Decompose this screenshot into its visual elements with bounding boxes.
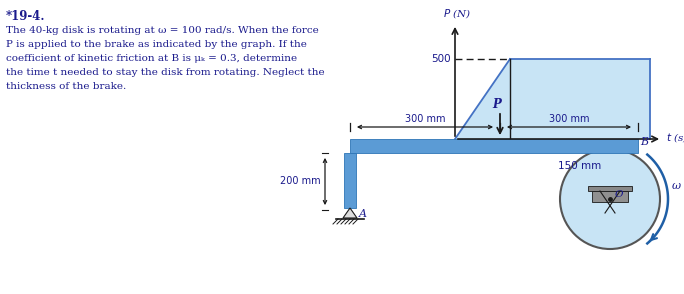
Circle shape — [560, 149, 660, 249]
Text: 300 mm: 300 mm — [405, 114, 445, 124]
Text: 500: 500 — [432, 54, 451, 64]
Text: P is applied to the brake as indicated by the graph. If the: P is applied to the brake as indicated b… — [6, 40, 307, 49]
Text: *19-4.: *19-4. — [6, 10, 46, 23]
Text: thickness of the brake.: thickness of the brake. — [6, 82, 127, 91]
Polygon shape — [588, 186, 632, 191]
Text: 2: 2 — [507, 143, 513, 153]
Text: ω: ω — [672, 181, 681, 191]
Text: The 40-kg disk is rotating at ω = 100 rad/s. When the force: The 40-kg disk is rotating at ω = 100 ra… — [6, 26, 319, 35]
Polygon shape — [344, 153, 356, 208]
Text: coefficient of kinetic friction at B is μₖ = 0.3, determine: coefficient of kinetic friction at B is … — [6, 54, 297, 63]
Polygon shape — [350, 139, 638, 153]
Polygon shape — [343, 208, 357, 218]
Text: O: O — [615, 190, 624, 199]
Polygon shape — [510, 59, 650, 139]
Text: 300 mm: 300 mm — [549, 114, 589, 124]
Text: 200 mm: 200 mm — [280, 176, 321, 186]
Text: 150 mm: 150 mm — [558, 161, 602, 171]
Text: $P$ (N): $P$ (N) — [443, 7, 471, 20]
Polygon shape — [592, 191, 628, 202]
Text: A: A — [359, 209, 367, 219]
Text: $t$ (s): $t$ (s) — [666, 131, 684, 144]
Text: P: P — [492, 98, 501, 111]
Polygon shape — [455, 59, 510, 139]
Text: B: B — [640, 137, 648, 147]
Text: the time t needed to stay the disk from rotating. Neglect the: the time t needed to stay the disk from … — [6, 68, 325, 77]
